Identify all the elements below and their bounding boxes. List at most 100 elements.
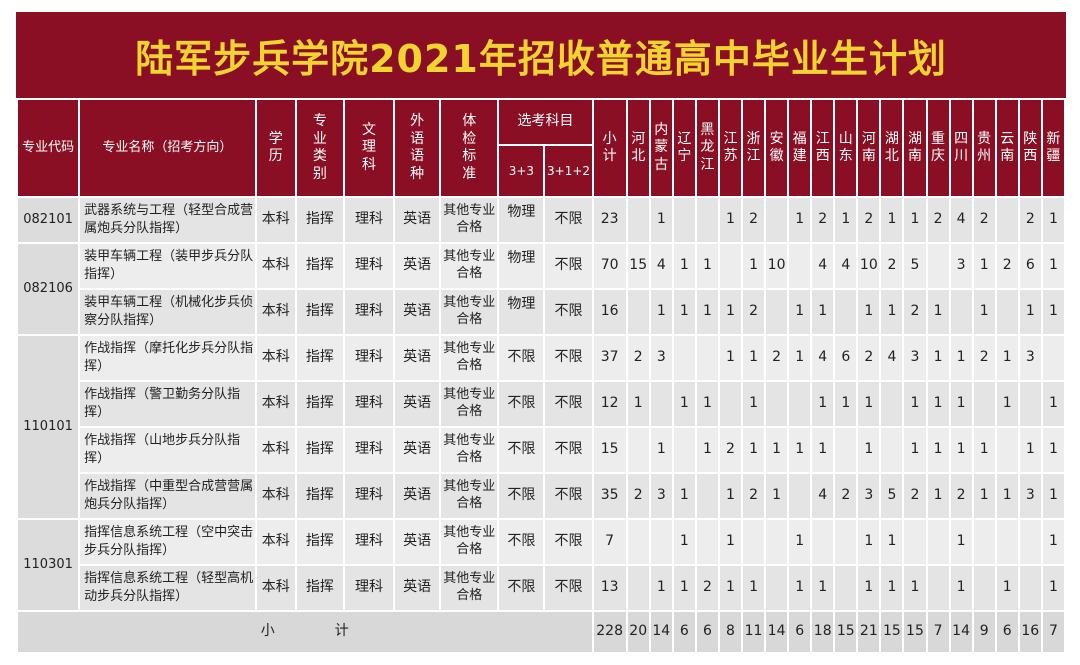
province-quota-cell: 3 [650,474,672,518]
totals-province-cell: 15 [835,612,857,652]
language-cell: 英语 [395,336,440,380]
province-quota-cell: 1 [973,290,995,334]
province-quota-cell: 1 [650,198,672,242]
stream-cell: 理科 [344,198,394,242]
province-quota-cell: 1 [696,290,718,334]
province-quota-cell: 1 [927,428,949,472]
table-row: 082106 装甲车辆工程（装甲步兵分队指挥） 本科 指挥 理科 英语 其他专业合格 物理 不限… [18,244,1064,334]
physical-cell: 其他专业合格 [441,520,498,564]
header-education: 学历 [256,100,295,196]
totals-province-cell: 21 [858,612,880,652]
province-quota-cell [1019,520,1041,564]
category-cell: 指挥 [296,290,343,334]
totals-subtotal: 228 [593,612,626,652]
education-cell: 本科 [256,428,295,472]
stream-cell: 理科 [344,520,394,564]
totals-province-cell: 20 [627,612,649,652]
province-quota-cell: 4 [881,336,903,380]
province-quota-cell: 5 [881,474,903,518]
province-quota-cell [627,290,649,334]
major-name: 指挥信息系统工程（轻型高机动步兵分队指挥） [80,566,255,610]
province-quota-cell: 1 [673,474,695,518]
totals-province-cell: 7 [1042,612,1064,652]
province-quota-cell: 1 [766,474,788,518]
province-quota-cell: 1 [996,382,1018,426]
province-quota-cell [719,244,741,288]
stream-cell: 理科 [344,428,394,472]
province-quota-cell: 1 [696,244,718,288]
header-3-1-2: 3+1+2 [545,146,592,196]
province-quota-cell: 6 [1019,244,1041,288]
stream-cell: 理科 [344,566,394,610]
province-quota-cell: 3 [858,474,880,518]
province-quota-cell: 1 [743,244,765,288]
major-name: 作战指挥（中重型合成营营属炮兵分队指挥） [80,474,255,518]
province-quota-cell: 6 [835,336,857,380]
province-quota-cell: 1 [789,520,811,564]
province-quota-cell: 1 [927,336,949,380]
header-province: 湖南 [904,100,926,196]
province-quota-cell: 1 [719,474,741,518]
province-quota-cell: 1 [1042,474,1064,518]
subject-3-3-cell: 不限 [499,474,544,518]
header-province: 黑龙江 [696,100,718,196]
province-quota-cell [835,566,857,610]
province-quota-cell: 1 [858,428,880,472]
language-cell: 英语 [395,290,440,334]
subtotal-cell: 16 [593,290,626,334]
education-cell: 本科 [256,198,295,242]
province-quota-cell: 1 [881,566,903,610]
province-quota-cell [696,474,718,518]
province-quota-cell [973,382,995,426]
subject-3-3-cell: 不限 [499,336,544,380]
physical-cell: 其他专业合格 [441,566,498,610]
province-quota-cell: 1 [1042,244,1064,288]
subtotal-cell: 35 [593,474,626,518]
province-quota-cell: 1 [835,198,857,242]
subject-3-3-cell: 不限 [499,428,544,472]
province-quota-cell [973,566,995,610]
province-quota-cell [766,566,788,610]
category-cell: 指挥 [296,336,343,380]
province-quota-cell [881,382,903,426]
province-quota-cell: 1 [904,566,926,610]
province-quota-cell: 1 [743,382,765,426]
province-quota-cell [627,428,649,472]
category-cell: 指挥 [296,520,343,564]
language-cell: 英语 [395,244,440,288]
province-quota-cell: 15 [627,244,649,288]
subject-3-3-cell: 不限 [499,382,544,426]
header-province: 山东 [835,100,857,196]
language-cell: 英语 [395,566,440,610]
subject-3-1-2-cell: 不限 [545,520,592,564]
province-quota-cell: 1 [673,566,695,610]
province-quota-cell [973,520,995,564]
header-province: 重庆 [927,100,949,196]
major-name: 作战指挥（警卫勤务分队指挥） [80,382,255,426]
major-code: 082101 [18,198,79,242]
totals-province-cell: 18 [812,612,834,652]
province-quota-cell: 1 [1019,290,1041,334]
province-quota-cell: 1 [719,520,741,564]
province-quota-cell [719,382,741,426]
header-province: 安徽 [766,100,788,196]
totals-province-cell: 16 [1019,612,1041,652]
subtotal-cell: 15 [593,428,626,472]
major-code: 082106 [18,244,79,334]
province-quota-cell: 1 [743,428,765,472]
province-quota-cell: 1 [743,336,765,380]
subject-3-1-2-cell: 不限 [545,428,592,472]
major-code: 110301 [18,520,79,610]
education-cell: 本科 [256,382,295,426]
title-bar: 陆军步兵学院2021年招收普通高中毕业生计划 [16,12,1066,98]
table-row: 指挥信息系统工程（轻型高机动步兵分队指挥） 本科 指挥 理科 英语 其他专业合格 不限 不限 1… [18,566,1064,610]
header-name: 专业名称（招考方向） [80,100,255,196]
subtotal-cell: 37 [593,336,626,380]
province-quota-cell: 1 [996,566,1018,610]
totals-province-cell: 11 [743,612,765,652]
header-province: 贵州 [973,100,995,196]
province-quota-cell: 1 [812,566,834,610]
header-province: 江西 [812,100,834,196]
province-quota-cell: 1 [789,428,811,472]
totals-province-cell: 6 [996,612,1018,652]
